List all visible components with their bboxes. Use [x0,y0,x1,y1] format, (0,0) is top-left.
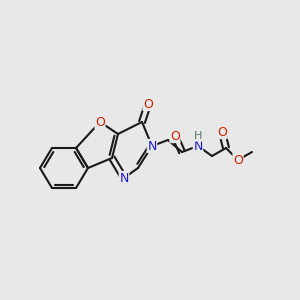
Text: O: O [95,116,105,128]
Text: N: N [119,172,129,184]
Text: N: N [193,140,203,152]
Text: N: N [147,140,157,152]
Text: O: O [170,130,180,142]
Text: H: H [194,131,202,141]
Text: O: O [233,154,243,166]
Text: O: O [143,98,153,110]
Text: O: O [217,125,227,139]
